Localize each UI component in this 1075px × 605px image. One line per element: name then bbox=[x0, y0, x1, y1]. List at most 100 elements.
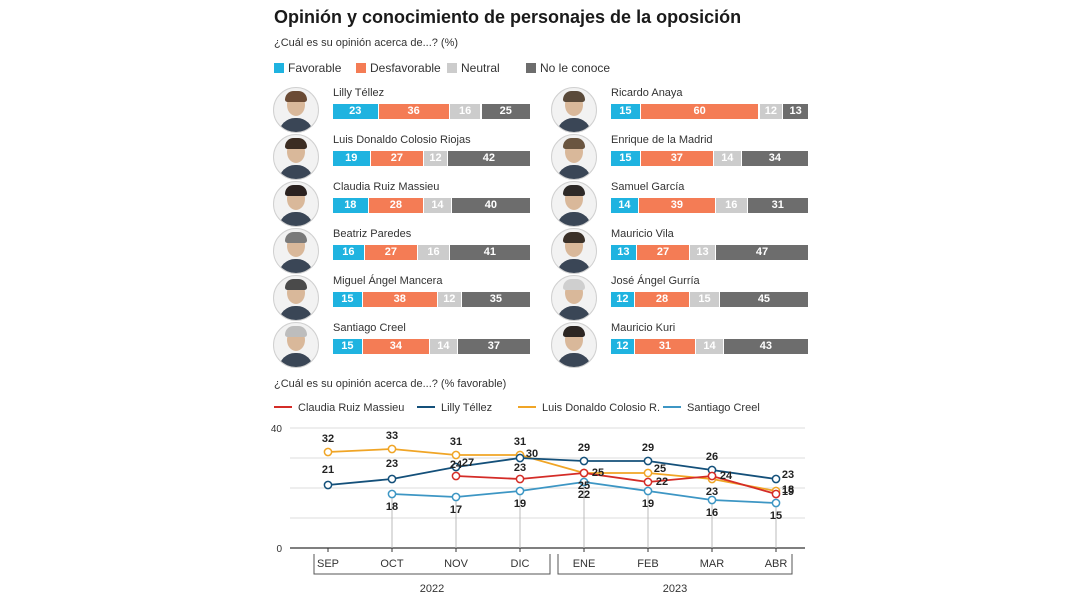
data-label: 32 bbox=[322, 433, 334, 445]
person-name: Mauricio Vila bbox=[611, 228, 674, 240]
data-point bbox=[707, 471, 717, 481]
year-label: 2023 bbox=[663, 583, 687, 595]
legend-line-swatch bbox=[663, 406, 681, 408]
bar-segment-favorable: 12 bbox=[611, 292, 635, 307]
bar-segment-neutral: 15 bbox=[690, 292, 720, 307]
year-bracket bbox=[557, 554, 793, 575]
avatar bbox=[551, 228, 597, 274]
stacked-bar: 15 60 12 13 bbox=[611, 104, 809, 119]
data-point bbox=[387, 489, 397, 499]
data-point bbox=[515, 453, 525, 463]
series-line bbox=[327, 448, 777, 492]
bar-segment-neutral: 13 bbox=[690, 245, 716, 260]
bar-segment-desfavorable: 27 bbox=[370, 151, 425, 166]
x-tick-label: ENE bbox=[573, 558, 596, 570]
bar-segment-no-conoce: 41 bbox=[449, 245, 531, 260]
data-point bbox=[707, 474, 717, 484]
bar-segment-no-conoce: 42 bbox=[447, 151, 531, 166]
line-legend-item: Lilly Téllez bbox=[417, 402, 492, 414]
data-point bbox=[451, 462, 461, 472]
person-row: Mauricio Vila 13 27 13 47 bbox=[551, 228, 831, 274]
data-point bbox=[387, 474, 397, 484]
bar-segment-neutral: 12 bbox=[437, 292, 462, 307]
bar-segment-desfavorable: 31 bbox=[634, 339, 697, 354]
person-name: Claudia Ruiz Massieu bbox=[333, 181, 440, 193]
bar-segment-no-conoce: 25 bbox=[481, 104, 531, 119]
data-label: 22 bbox=[656, 476, 668, 488]
person-row: Santiago Creel 15 34 14 37 bbox=[273, 322, 553, 368]
stacked-bar: 12 31 14 43 bbox=[611, 339, 809, 354]
bar-segment-favorable: 18 bbox=[333, 198, 369, 213]
person-row: Mauricio Kuri 12 31 14 43 bbox=[551, 322, 831, 368]
legend-item-favorable: Favorable bbox=[274, 61, 341, 75]
bar-segment-desfavorable: 27 bbox=[364, 245, 419, 260]
data-label: 17 bbox=[450, 504, 462, 516]
x-tick-label: OCT bbox=[380, 558, 404, 570]
bar-segment-neutral: 14 bbox=[430, 339, 458, 354]
bar-segment-no-conoce: 45 bbox=[719, 292, 809, 307]
x-tick-label: SEP bbox=[317, 558, 339, 570]
bar-segment-neutral: 16 bbox=[449, 104, 482, 119]
person-row: Claudia Ruiz Massieu 18 28 14 40 bbox=[273, 181, 553, 227]
data-label: 29 bbox=[642, 442, 654, 454]
bar-segment-desfavorable: 36 bbox=[378, 104, 450, 119]
data-label: 23 bbox=[706, 486, 718, 498]
bar-segment-desfavorable: 60 bbox=[640, 104, 760, 119]
data-label: 19 bbox=[642, 498, 654, 510]
bar-segment-neutral: 12 bbox=[424, 151, 448, 166]
stacked-bar: 13 27 13 47 bbox=[611, 245, 809, 260]
bar-segment-favorable: 15 bbox=[611, 151, 641, 166]
bar-segment-no-conoce: 34 bbox=[741, 151, 809, 166]
data-label: 30 bbox=[526, 448, 538, 460]
lines-subtitle: ¿Cuál es su opinión acerca de...? (% fav… bbox=[274, 378, 507, 390]
legend-label: Lilly Téllez bbox=[441, 402, 493, 414]
data-point bbox=[515, 486, 525, 496]
data-label: 24 bbox=[450, 459, 463, 471]
series-line bbox=[455, 472, 777, 495]
data-label: 29 bbox=[578, 442, 590, 454]
data-label: 26 bbox=[706, 451, 718, 463]
person-name: Samuel García bbox=[611, 181, 685, 193]
data-point bbox=[643, 468, 653, 478]
y-tick-label: 0 bbox=[276, 544, 282, 555]
y-tick-label: 40 bbox=[271, 424, 283, 435]
data-label: 16 bbox=[706, 507, 718, 519]
data-point bbox=[579, 456, 589, 466]
data-point bbox=[323, 447, 333, 457]
bar-segment-favorable: 15 bbox=[611, 104, 641, 119]
data-label: 23 bbox=[514, 462, 526, 474]
bar-segment-desfavorable: 28 bbox=[634, 292, 691, 307]
person-name: Ricardo Anaya bbox=[611, 87, 683, 99]
bar-segment-favorable: 19 bbox=[333, 151, 371, 166]
data-label: 31 bbox=[514, 436, 526, 448]
data-point bbox=[707, 495, 717, 505]
person-name: Luis Donaldo Colosio Riojas bbox=[333, 134, 471, 146]
stacked-bar: 16 27 16 41 bbox=[333, 245, 531, 260]
data-point bbox=[771, 498, 781, 508]
data-label: 21 bbox=[322, 464, 334, 476]
legend-swatch bbox=[356, 63, 366, 73]
data-point bbox=[515, 474, 525, 484]
data-label: 18 bbox=[782, 484, 794, 496]
bar-segment-desfavorable: 37 bbox=[640, 151, 714, 166]
bar-segment-desfavorable: 34 bbox=[362, 339, 430, 354]
legend-swatch bbox=[447, 63, 457, 73]
bars-subtitle: ¿Cuál es su opinión acerca de...? (%) bbox=[274, 37, 459, 49]
bar-segment-favorable: 15 bbox=[333, 339, 363, 354]
bar-segment-neutral: 14 bbox=[713, 151, 742, 166]
avatar bbox=[551, 181, 597, 227]
data-point bbox=[771, 474, 781, 484]
person-row: Lilly Téllez 23 36 16 25 bbox=[273, 87, 553, 133]
stacked-bar: 18 28 14 40 bbox=[333, 198, 531, 213]
data-point bbox=[707, 465, 717, 475]
avatar bbox=[273, 228, 319, 274]
avatar bbox=[551, 275, 597, 321]
data-label: 22 bbox=[578, 489, 590, 501]
avatar bbox=[551, 87, 597, 133]
data-point bbox=[515, 450, 525, 460]
data-point bbox=[579, 477, 589, 487]
bar-segment-no-conoce: 35 bbox=[461, 292, 531, 307]
legend-line-swatch bbox=[518, 406, 536, 408]
avatar bbox=[551, 322, 597, 368]
bar-segment-favorable: 16 bbox=[333, 245, 365, 260]
